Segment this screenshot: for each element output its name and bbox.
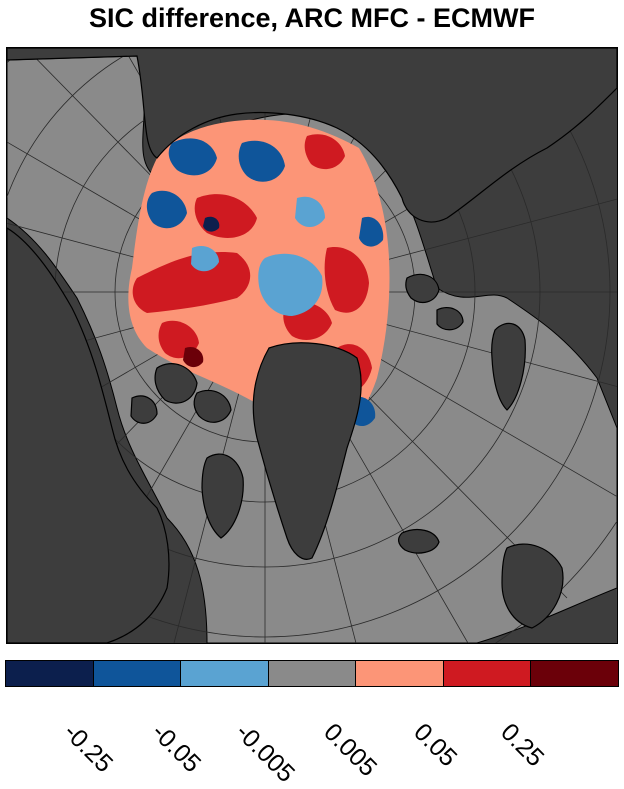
colorbar-tick-label: -0.05	[146, 718, 207, 779]
colorbar-tick-label: -0.25	[58, 718, 119, 779]
sic-region-dark-red-1	[183, 346, 204, 368]
colorbar-swatch	[443, 661, 532, 686]
colorbar-tick-label: 0.25	[495, 718, 550, 773]
sic-region-red-7	[304, 134, 345, 170]
colorbar-tick-label: 0.05	[408, 718, 463, 773]
north-america	[7, 227, 170, 643]
colorbar-swatch	[181, 661, 269, 686]
sic-region-blue-4	[359, 216, 384, 247]
sic-region-light-blue-3	[295, 196, 325, 227]
land-masses	[7, 48, 617, 643]
colorbar	[5, 660, 619, 687]
map-title: SIC difference, ARC MFC - ECMWF	[88, 3, 535, 33]
sic-region-blue-1	[168, 138, 217, 176]
svalbard	[405, 273, 440, 304]
colorbar-swatch	[6, 661, 94, 686]
sic-region-red-1	[132, 252, 251, 313]
colorbar-swatch	[356, 661, 444, 686]
baffin-island	[201, 453, 244, 539]
colorbar-swatch	[268, 661, 357, 686]
sic-region-red-3	[324, 247, 369, 313]
iceland	[398, 529, 440, 554]
canadian-archipelago-2	[193, 389, 232, 423]
siberia-coast	[7, 48, 617, 223]
sic-region-light-blue-1	[258, 253, 323, 316]
canadian-archipelago-3	[130, 395, 158, 424]
colorbar-tick-label: 0.005	[318, 718, 383, 783]
scandinavia	[501, 543, 564, 629]
sic-difference-field	[128, 119, 390, 438]
colorbar-tick-label: -0.005	[230, 718, 301, 788]
sic-region-blue-2	[146, 190, 187, 229]
canadian-archipelago-1	[154, 363, 198, 404]
polar-map	[6, 47, 618, 644]
map-canvas	[7, 48, 617, 643]
greenland	[252, 342, 362, 560]
franz-josef-land	[436, 307, 464, 331]
sic-region-dark-blue-1	[203, 216, 220, 232]
colorbar-swatch	[531, 661, 619, 686]
sic-region-blue-3	[238, 140, 285, 182]
colorbar-swatch	[93, 661, 182, 686]
sic-region-light-blue-2	[191, 245, 219, 272]
novaya-zemlya	[491, 322, 526, 411]
